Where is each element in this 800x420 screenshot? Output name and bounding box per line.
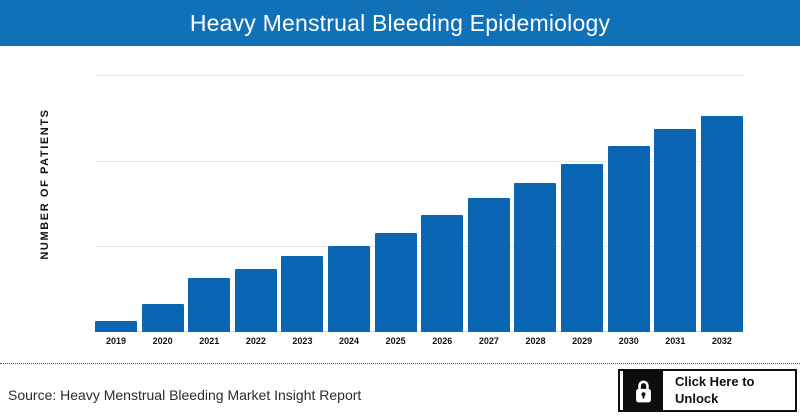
bar-2019 bbox=[95, 321, 137, 332]
x-axis-labels: 2019 2020 2021 2022 2023 2024 2025 2026 2027 2028… bbox=[95, 336, 743, 346]
bar-2021 bbox=[188, 278, 231, 332]
x-tick-label: 2032 bbox=[711, 336, 732, 346]
lock-icon bbox=[623, 371, 663, 410]
header-banner: Heavy Menstrual Bleeding Epidemiology bbox=[0, 0, 800, 46]
page-title: Heavy Menstrual Bleeding Epidemiology bbox=[189, 9, 611, 36]
bar-2028 bbox=[514, 182, 557, 332]
x-tick-label: 2019 bbox=[105, 336, 127, 346]
x-tick-label: 2025 bbox=[385, 336, 406, 346]
bar-2032 bbox=[700, 116, 743, 332]
unlock-button-label: Click Here to Unlock bbox=[675, 373, 755, 406]
dotted-divider bbox=[0, 363, 800, 364]
bar-2020 bbox=[141, 303, 184, 332]
x-axis-line bbox=[95, 331, 743, 332]
gridline bbox=[95, 246, 743, 248]
x-tick-label: 2028 bbox=[525, 336, 546, 346]
x-tick-label: 2026 bbox=[432, 336, 453, 346]
bar-2025 bbox=[374, 232, 417, 332]
bar-2029 bbox=[561, 163, 604, 332]
bars-container bbox=[95, 75, 743, 332]
gridline bbox=[95, 160, 743, 162]
x-tick-label: 2023 bbox=[292, 336, 313, 346]
x-tick-label: 2024 bbox=[339, 336, 360, 346]
source-note: Source: Heavy Menstrual Bleeding Market … bbox=[8, 387, 362, 403]
bar-chart bbox=[95, 75, 743, 332]
x-tick-label: 2027 bbox=[478, 336, 499, 346]
x-tick-label: 2022 bbox=[245, 336, 266, 346]
x-tick-label: 2021 bbox=[199, 336, 220, 346]
bar-2022 bbox=[234, 269, 277, 332]
bar-2026 bbox=[421, 215, 464, 332]
bar-2024 bbox=[328, 245, 371, 332]
bar-2030 bbox=[607, 146, 650, 332]
bar-2027 bbox=[467, 198, 510, 332]
gridline bbox=[95, 75, 743, 76]
unlock-button[interactable]: Click Here to Unlock bbox=[618, 369, 797, 412]
x-tick-label: 2029 bbox=[572, 336, 593, 346]
bar-2031 bbox=[654, 129, 697, 332]
x-tick-label: 2030 bbox=[618, 336, 639, 346]
y-axis-label: NUMBER OF PATIENTS bbox=[39, 108, 51, 260]
x-tick-label: 2020 bbox=[152, 336, 173, 346]
bar-2023 bbox=[281, 256, 324, 332]
x-tick-label: 2031 bbox=[665, 336, 686, 346]
